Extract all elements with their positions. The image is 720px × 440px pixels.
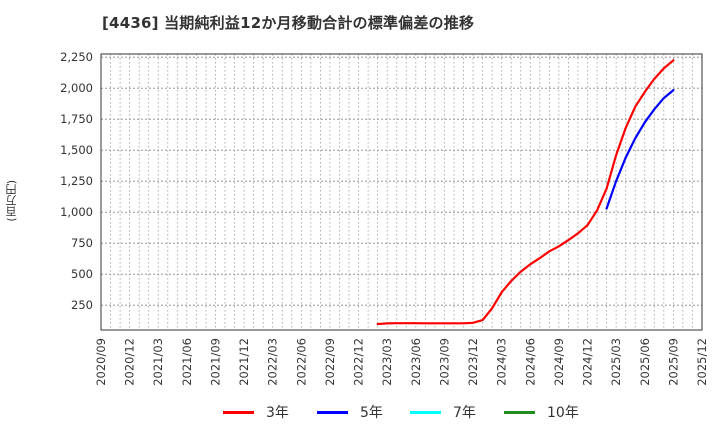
x-tick-label: 2022/09 bbox=[323, 338, 337, 386]
x-tick-label: 2022/12 bbox=[352, 338, 366, 386]
x-tick-label: 2025/06 bbox=[638, 338, 652, 386]
x-tick-label: 2023/12 bbox=[466, 338, 480, 386]
gridlines bbox=[101, 54, 702, 330]
x-tick-label: 2021/06 bbox=[180, 338, 194, 386]
legend-item-7y: 7年 bbox=[410, 402, 476, 422]
x-tick-label: 2024/03 bbox=[495, 338, 509, 386]
x-tick-label: 2023/06 bbox=[409, 338, 423, 386]
legend-swatch-3y bbox=[223, 410, 254, 414]
legend-swatch-5y bbox=[317, 410, 348, 414]
x-tick-label: 2023/03 bbox=[380, 338, 394, 386]
x-tick-label: 2020/09 bbox=[94, 338, 108, 386]
x-tick-label: 2024/09 bbox=[552, 338, 566, 386]
y-tick-label: 750 bbox=[71, 236, 93, 250]
plot-frame bbox=[100, 53, 703, 331]
series-line-3年 bbox=[376, 59, 675, 326]
legend-swatch-10y bbox=[504, 410, 535, 414]
y-tick-label: 2,000 bbox=[60, 81, 93, 95]
x-tick-label: 2025/12 bbox=[695, 338, 709, 386]
x-tick-label: 2024/12 bbox=[581, 338, 595, 386]
x-tick-label: 2021/03 bbox=[151, 338, 165, 386]
x-tick-label: 2022/06 bbox=[294, 338, 308, 386]
legend-label-3y: 3年 bbox=[266, 405, 289, 421]
y-tick-label: 1,000 bbox=[60, 205, 93, 219]
data-series bbox=[376, 59, 675, 326]
legend-label-10y: 10年 bbox=[547, 405, 579, 421]
y-tick-label: 1,250 bbox=[60, 174, 93, 188]
y-tick-label: 500 bbox=[71, 267, 93, 281]
x-tick-label: 2021/09 bbox=[208, 338, 222, 386]
y-axis-ticks: 250 500 750 1,000 1,250 1,500 1,750 2,000 2,250 bbox=[60, 50, 93, 312]
x-tick-label: 2021/12 bbox=[237, 338, 251, 386]
y-tick-label: 1,500 bbox=[60, 143, 93, 157]
legend-label-7y: 7年 bbox=[453, 405, 476, 421]
legend-swatch-7y bbox=[410, 410, 441, 414]
chart-title: [4436] 当期純利益12か月移動合計の標準偏差の推移 bbox=[102, 14, 475, 32]
legend-label-5y: 5年 bbox=[360, 405, 383, 421]
legend-item-3y: 3年 bbox=[223, 402, 289, 422]
x-tick-label: 2020/12 bbox=[123, 338, 137, 386]
x-tick-label: 2023/09 bbox=[437, 338, 451, 386]
x-tick-label: 2025/03 bbox=[609, 338, 623, 386]
x-tick-label: 2024/06 bbox=[523, 338, 537, 386]
y-tick-label: 250 bbox=[71, 298, 93, 312]
y-tick-label: 2,250 bbox=[60, 50, 93, 64]
x-tick-label: 2025/09 bbox=[666, 338, 680, 386]
x-axis-ticks: 2020/09 2020/12 2021/03 2021/06 2021/09 2021/… bbox=[94, 338, 709, 386]
legend-item-10y: 10年 bbox=[504, 402, 579, 422]
series-line-5年 bbox=[605, 88, 675, 210]
legend-item-5y: 5年 bbox=[317, 402, 383, 422]
y-tick-label: 1,750 bbox=[60, 112, 93, 126]
x-tick-label: 2022/03 bbox=[266, 338, 280, 386]
